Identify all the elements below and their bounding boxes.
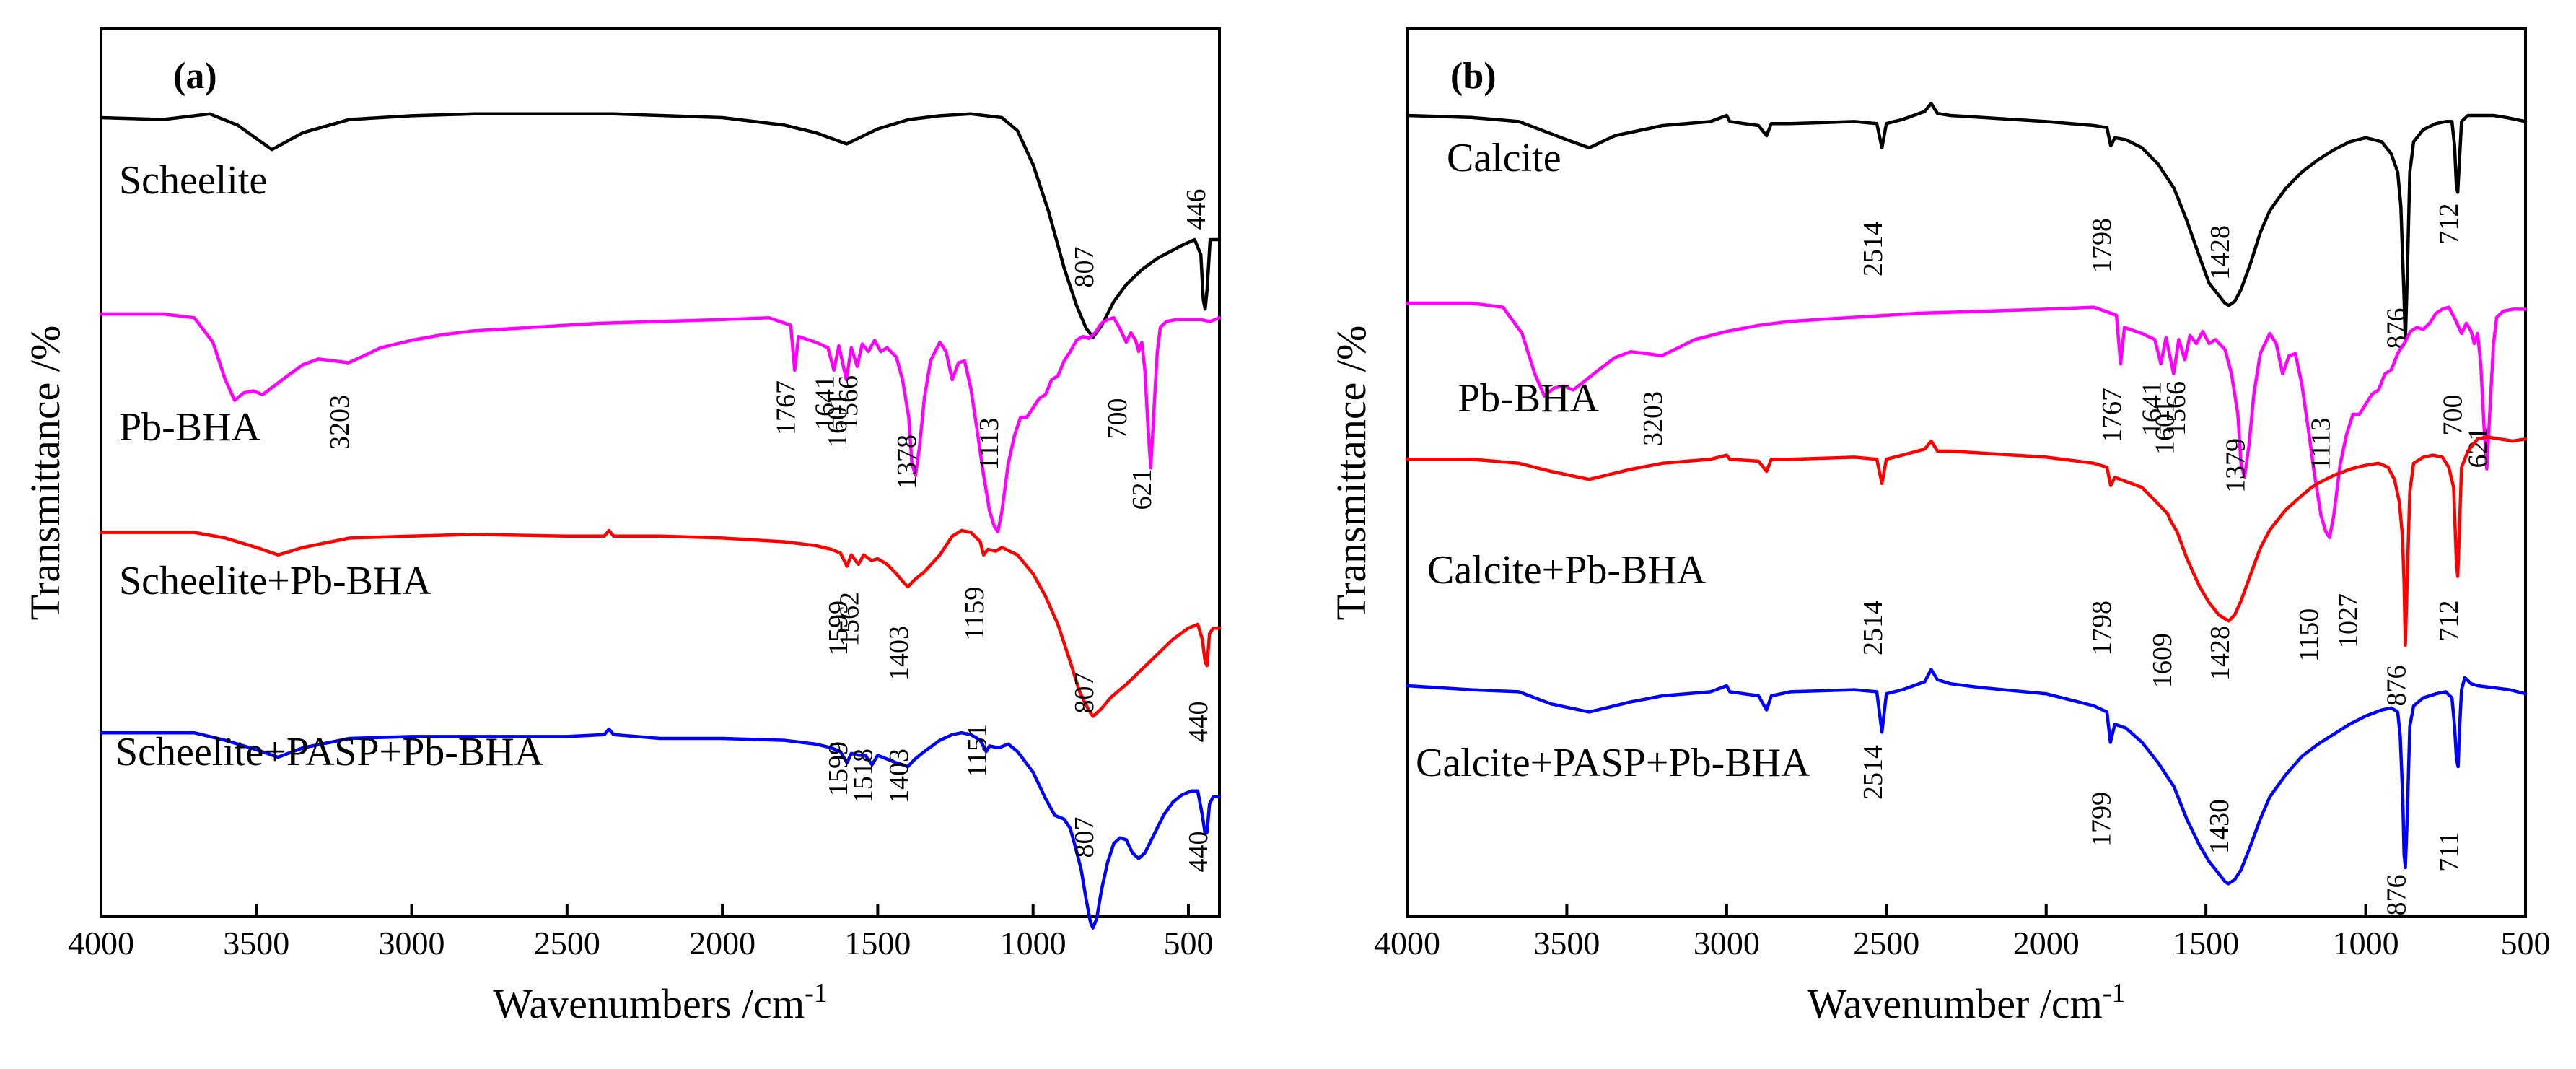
series-name-label: Pb-BHA xyxy=(1458,376,1600,421)
y-axis-title: Transmittance /% xyxy=(1328,326,1375,621)
peak-label: 876 xyxy=(2381,308,2411,349)
panel-label: (b) xyxy=(1450,56,1497,97)
peak-label: 446 xyxy=(1181,189,1212,230)
peak-label: 440 xyxy=(1183,702,1214,743)
peak-label: 440 xyxy=(1183,832,1214,873)
x-axis-title: Wavenumbers /cm-1 xyxy=(493,978,827,1027)
y-axis-title: Transmittance /% xyxy=(22,326,69,621)
peak-label: 2514 xyxy=(1858,601,1888,655)
peak-label: 1599 xyxy=(823,741,854,796)
x-tick-label: 3500 xyxy=(1533,925,1600,961)
peak-label: 621 xyxy=(2463,427,2493,468)
x-tick-label: 500 xyxy=(1163,925,1213,961)
peak-label: 807 xyxy=(1069,817,1100,858)
peak-label: 1150 xyxy=(2294,608,2324,663)
x-tick-label: 500 xyxy=(2501,925,2551,961)
x-tick-label: 4000 xyxy=(68,925,134,961)
peak-label: 876 xyxy=(2381,875,2411,916)
x-tick-label: 1500 xyxy=(2173,925,2239,961)
peak-label: 3203 xyxy=(325,395,355,450)
plot-frame xyxy=(100,27,1221,918)
x-tick-label: 2000 xyxy=(689,925,755,961)
x-tick-label: 1000 xyxy=(1000,925,1066,961)
x-tick-label: 4000 xyxy=(1374,925,1440,961)
series-line-calcite-pb-bha xyxy=(1405,435,2528,647)
peak-label: 1518 xyxy=(849,749,879,803)
peak-label: 1767 xyxy=(771,380,801,435)
peak-label: 1113 xyxy=(974,417,1004,470)
peak-label: 1798 xyxy=(2087,218,2117,273)
x-axis-title-text: Wavenumbers /cm xyxy=(493,980,805,1027)
peak-label: 711 xyxy=(2435,832,2465,872)
series-name-label: Calcite+Pb-BHA xyxy=(1427,548,1707,593)
peak-label: 1113 xyxy=(2306,417,2336,470)
peak-label: 3203 xyxy=(1638,391,1668,446)
peak-label: 1767 xyxy=(2097,388,2127,442)
peak-label: 1609 xyxy=(2147,633,2178,688)
x-tick-label: 2500 xyxy=(1853,925,1919,961)
x-tick-label: 3500 xyxy=(223,925,289,961)
series-line-scheelite xyxy=(99,112,1222,339)
series-name-label: Calcite xyxy=(1447,136,1561,180)
x-tick-label: 3000 xyxy=(1694,925,1760,961)
x-axis-title-text: Wavenumber /cm xyxy=(1808,980,2103,1027)
x-tick-label: 1000 xyxy=(2333,925,2399,961)
peak-label: 1798 xyxy=(2087,601,2117,655)
peak-label: 1428 xyxy=(2205,225,2235,280)
chart-panel-b: 4000 3500 3000 2500 2000 1500 1000 500 (b) Wavenu… xyxy=(1328,27,2551,1027)
peak-label: 700 xyxy=(2437,395,2468,436)
peak-label: 700 xyxy=(1103,398,1133,440)
x-tick-label: 2000 xyxy=(2013,925,2080,961)
x-tick-label: 3000 xyxy=(379,925,445,961)
series-line-pb-bha xyxy=(1405,301,2528,540)
series-name-label: Calcite+PASP+Pb-BHA xyxy=(1416,741,1810,785)
peak-label: 1403 xyxy=(884,749,914,803)
series-line-scheelite-pasp-pb-bha xyxy=(99,727,1222,930)
peak-label: 1428 xyxy=(2205,626,2235,681)
peak-label: 1151 xyxy=(963,724,993,778)
peak-label: 1641 xyxy=(810,375,841,430)
series-line-pb-bha xyxy=(99,312,1222,533)
peak-label: 1601 xyxy=(823,393,853,448)
plot-frame xyxy=(1406,27,2527,918)
peak-label: 712 xyxy=(2434,601,2464,642)
x-tick-label: 2500 xyxy=(534,925,600,961)
peak-label: 621 xyxy=(1127,469,1157,510)
peak-label: 712 xyxy=(2434,204,2464,245)
peak-label: 1562 xyxy=(835,592,865,647)
peak-label: 1027 xyxy=(2334,593,2364,648)
peak-label: 807 xyxy=(1069,673,1100,714)
series-name-label: Pb-BHA xyxy=(119,405,261,450)
peak-label: 1599 xyxy=(823,601,854,655)
x-axis-title: Wavenumber /cm-1 xyxy=(1808,978,2126,1027)
peak-label: 1403 xyxy=(884,626,914,681)
x-axis-title-superscript: -1 xyxy=(805,978,828,1008)
peak-label: 807 xyxy=(1069,247,1100,288)
series-line-calcite xyxy=(1405,101,2528,344)
peak-label: 2514 xyxy=(1858,745,1888,800)
peak-label: 1566 xyxy=(833,375,864,430)
x-axis-title-superscript: -1 xyxy=(2103,978,2126,1008)
peak-label: 1641 xyxy=(2137,381,2168,436)
peak-label: 1601 xyxy=(2150,400,2180,455)
peak-label: 1379 xyxy=(2221,438,2251,493)
series-line-scheelite-pb-bha xyxy=(99,528,1222,718)
chart-panel-a: 4000 3500 3000 2500 2000 1500 1000 500 (a) Wavenu… xyxy=(22,27,1222,1027)
peak-label: 1159 xyxy=(960,587,990,641)
peak-label: 1378 xyxy=(892,435,922,489)
series-line-calcite-pasp-pb-bha xyxy=(1405,668,2528,886)
peak-label: 1799 xyxy=(2087,792,2117,847)
series-name-label: Scheelite+Pb-BHA xyxy=(119,559,431,603)
peak-label: 1430 xyxy=(2204,799,2235,854)
peak-label: 876 xyxy=(2381,666,2411,707)
panel-label: (a) xyxy=(173,56,217,97)
x-tick-label: 1500 xyxy=(844,925,911,961)
peak-label: 2514 xyxy=(1858,222,1888,276)
series-name-label: Scheelite+PASP+Pb-BHA xyxy=(115,730,544,775)
series-name-label: Scheelite xyxy=(119,158,267,203)
peak-label: 1566 xyxy=(2161,381,2191,436)
